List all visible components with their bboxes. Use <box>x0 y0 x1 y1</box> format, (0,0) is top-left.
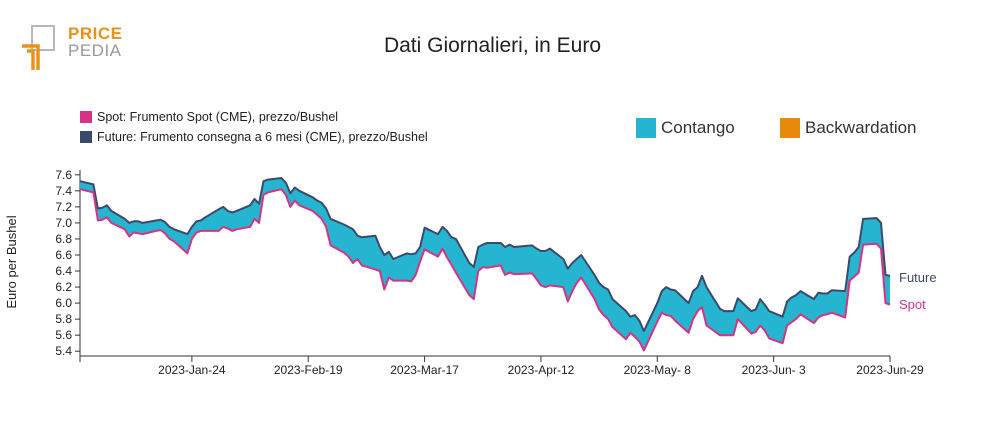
logo-mark <box>22 25 55 70</box>
y-tick-label: 5.6 <box>55 328 72 342</box>
x-tick-label: 2023-Apr-12 <box>508 363 575 377</box>
series-line-spot <box>79 188 891 352</box>
logo-text-bottom: PEDIA <box>68 41 122 60</box>
legend-label-future: Future: Frumento consegna a 6 mesi (CME)… <box>97 130 428 144</box>
legend-item-contango: Contango <box>636 118 735 138</box>
x-tick-label: 2023-Feb-19 <box>274 363 343 377</box>
logo-text-top: PRICE <box>68 24 123 43</box>
legend-label-spot: Spot: Frumento Spot (CME), prezzo/Bushel <box>97 110 339 124</box>
plot-area <box>79 177 891 352</box>
y-tick-label: 7.2 <box>55 200 72 214</box>
legend-swatch-future <box>80 131 92 143</box>
y-tick-label: 6.6 <box>55 248 72 262</box>
legend-label-backwardation: Backwardation <box>805 118 917 137</box>
y-tick-label: 7.6 <box>55 168 72 182</box>
y-tick-label: 5.8 <box>55 312 72 326</box>
pricepedia-logo: PRICE PEDIA <box>20 24 140 72</box>
legend-swatch-backwardation <box>780 118 800 138</box>
legend-item-backwardation: Backwardation <box>780 118 917 138</box>
end-label-spot: Spot <box>899 297 926 312</box>
y-tick-label: 6.4 <box>55 264 72 278</box>
legend-label-contango: Contango <box>661 118 735 137</box>
legend-swatch-contango <box>636 118 656 138</box>
end-label-future: Future <box>899 270 937 285</box>
legend-swatch-spot <box>80 111 92 123</box>
y-tick-label: 7.0 <box>55 216 72 230</box>
x-tick-label: 2023-Jun-29 <box>856 363 924 377</box>
chart-title: Dati Giornalieri, in Euro <box>383 34 602 57</box>
series-line-future <box>79 177 891 333</box>
y-axis-label: Euro per Bushel <box>4 215 19 308</box>
legend-item-spot: Spot: Frumento Spot (CME), prezzo/Bushel <box>80 110 338 124</box>
y-axis: 5.4 5.6 5.8 6.0 6.2 6.4 6.6 6.8 7.0 7.2 7.4 7.6 <box>55 168 81 358</box>
contango-band <box>80 178 890 351</box>
y-tick-label: 7.4 <box>55 184 72 198</box>
y-tick-label: 6.8 <box>55 232 72 246</box>
x-tick-label: 2023-Mar-17 <box>390 363 459 377</box>
x-tick-label: 2023-Jan-24 <box>158 363 226 377</box>
x-axis: 2023-Jan-24 2023-Feb-19 2023-Mar-17 2023-Ap… <box>79 355 924 377</box>
y-tick-label: 5.4 <box>55 344 72 358</box>
x-tick-label: 2023-Jun- 3 <box>742 363 806 377</box>
legend-item-future: Future: Frumento consegna a 6 mesi (CME)… <box>80 130 428 144</box>
y-tick-label: 6.2 <box>55 280 72 294</box>
y-tick-label: 6.0 <box>55 296 72 310</box>
x-tick-label: 2023-May- 8 <box>624 363 692 377</box>
